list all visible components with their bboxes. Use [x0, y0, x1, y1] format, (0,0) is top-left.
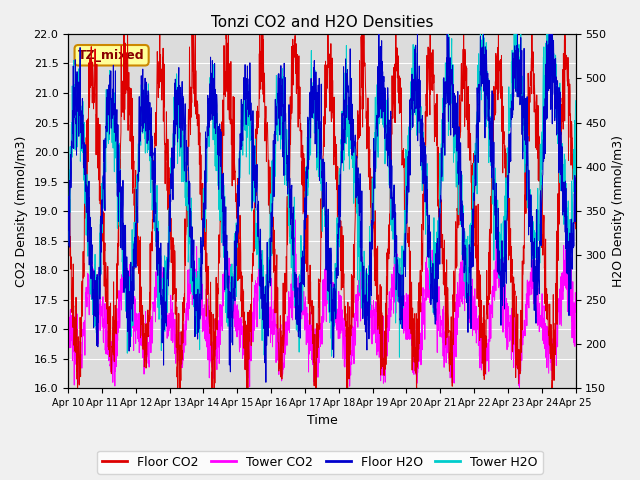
Title: Tonzi CO2 and H2O Densities: Tonzi CO2 and H2O Densities	[211, 15, 433, 30]
Text: TZ_mixed: TZ_mixed	[78, 49, 145, 62]
X-axis label: Time: Time	[307, 414, 337, 427]
Y-axis label: CO2 Density (mmol/m3): CO2 Density (mmol/m3)	[15, 135, 28, 287]
Legend: Floor CO2, Tower CO2, Floor H2O, Tower H2O: Floor CO2, Tower CO2, Floor H2O, Tower H…	[97, 451, 543, 474]
Y-axis label: H2O Density (mmol/m3): H2O Density (mmol/m3)	[612, 135, 625, 287]
